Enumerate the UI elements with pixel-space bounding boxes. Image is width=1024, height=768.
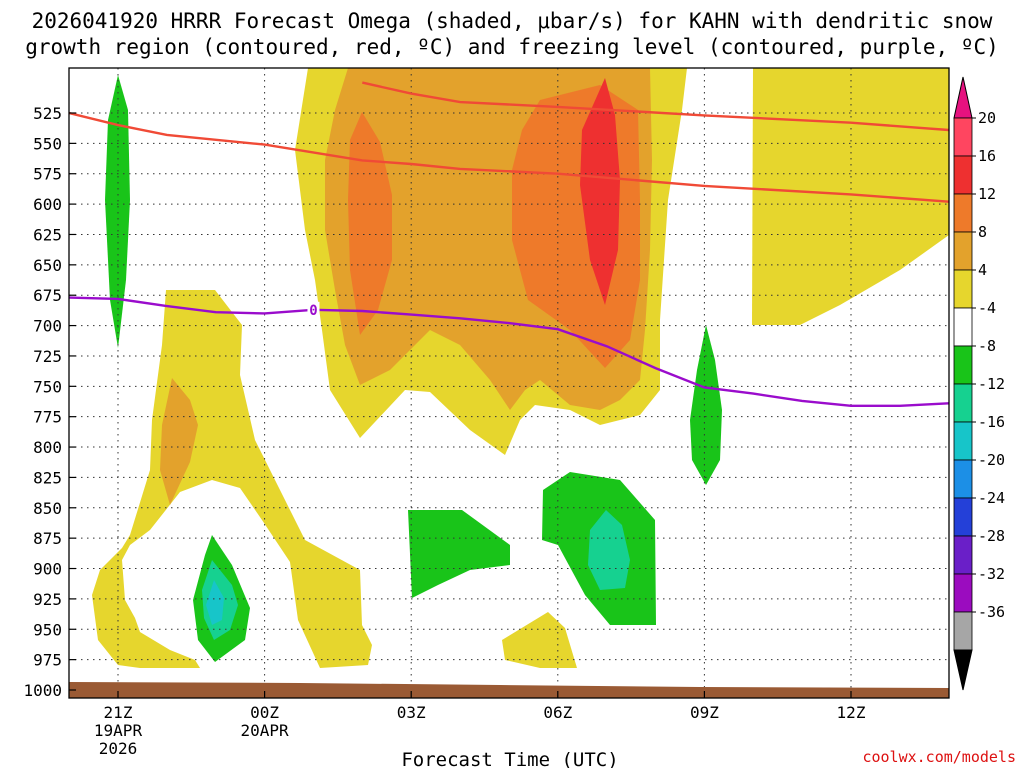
omega-region-positive-low — [92, 290, 372, 668]
x-tick-label: 12Z — [837, 703, 866, 722]
colorbar-swatch — [953, 383, 973, 423]
y-tick-label: 700 — [33, 317, 62, 336]
y-tick-label: 725 — [33, 347, 62, 366]
x-tick-label: 00Z — [250, 703, 279, 722]
y-axis: 525 550 575 600 625 650 675 700 725 750 775 800 825 8… — [23, 104, 76, 700]
colorbar-label: 4 — [978, 261, 987, 279]
colorbar: 20 16 12 8 4 -4 -8 -12 -16 -20 -24 -28 -32 -36 — [953, 76, 1005, 691]
omega-region-positive-max — [580, 78, 620, 305]
y-tick-label: 675 — [33, 286, 62, 305]
y-tick-label: 525 — [33, 104, 62, 123]
omega-region-positive-mid — [160, 378, 198, 505]
colorbar-label: 12 — [978, 185, 996, 203]
omega-region-negative-low — [408, 510, 510, 598]
chart-title-line1: 2026041920 HRRR Forecast Omega (shaded, … — [32, 9, 993, 33]
colorbar-swatch — [953, 345, 973, 385]
x-tick-label: 21Z — [104, 703, 133, 722]
chart-title-line2: growth region (contoured, red, ºC) and f… — [25, 35, 999, 59]
colorbar-swatch — [953, 307, 973, 347]
contour-lines: 0 — [69, 81, 949, 407]
y-tick-label: 625 — [33, 225, 62, 244]
x-tick-label: 03Z — [397, 703, 426, 722]
colorbar-swatch — [953, 535, 973, 575]
terrain-ground — [69, 682, 949, 698]
x-tick-label: 09Z — [690, 703, 719, 722]
colorbar-label: -24 — [978, 489, 1005, 507]
colorbar-swatch — [953, 231, 973, 271]
colorbar-label: -8 — [978, 337, 996, 355]
colorbar-swatch — [953, 421, 973, 461]
y-tick-label: 575 — [33, 165, 62, 184]
colorbar-upper-arrow — [953, 76, 973, 119]
colorbar-label: 20 — [978, 109, 996, 127]
colorbar-label: -32 — [978, 565, 1005, 583]
colorbar-lower-arrow — [953, 649, 973, 691]
y-tick-label: 950 — [33, 620, 62, 639]
colorbar-swatch — [953, 573, 973, 613]
plot-area: 0 — [69, 68, 949, 698]
x-axis-label: Forecast Time (UTC) — [401, 749, 618, 768]
colorbar-swatch — [953, 611, 973, 651]
colorbar-label: 16 — [978, 147, 996, 165]
colorbar-label: -20 — [978, 451, 1005, 469]
dendritic-contour-line — [69, 111, 949, 203]
y-tick-label: 800 — [33, 438, 62, 457]
colorbar-label: -28 — [978, 527, 1005, 545]
colorbar-swatch — [953, 269, 973, 309]
y-tick-label: 975 — [33, 651, 62, 670]
y-tick-label: 850 — [33, 499, 62, 518]
colorbar-swatch — [953, 193, 973, 233]
colorbar-swatch — [953, 497, 973, 537]
omega-region-negative-high — [206, 580, 224, 625]
colorbar-swatch — [953, 459, 973, 499]
x-tick-label: 19APR — [94, 721, 143, 740]
freezing-level-label: 0 — [309, 303, 317, 319]
colorbar-label: -12 — [978, 375, 1005, 393]
colorbar-label: -4 — [978, 299, 996, 317]
y-tick-label: 900 — [33, 560, 62, 579]
colorbar-label: -36 — [978, 603, 1005, 621]
y-tick-label: 550 — [33, 134, 62, 153]
credit-text: coolwx.com/models — [862, 748, 1016, 766]
y-tick-label: 750 — [33, 377, 62, 396]
freezing-label-background — [307, 301, 320, 317]
dendritic-contour-line — [362, 81, 949, 132]
colorbar-swatch — [953, 117, 973, 157]
omega-region-negative-low — [690, 325, 722, 485]
y-tick-label: 650 — [33, 256, 62, 275]
colorbar-swatch — [953, 155, 973, 195]
colorbar-label: 8 — [978, 223, 987, 241]
y-tick-label: 775 — [33, 408, 62, 427]
freezing-level-line — [69, 296, 949, 407]
y-tick-label: 925 — [33, 590, 62, 609]
gridlines — [69, 68, 949, 698]
x-tick-label: 20APR — [241, 721, 290, 740]
plot-frame — [68, 67, 950, 699]
colorbar-label: -16 — [978, 413, 1005, 431]
x-tick-label: 06Z — [543, 703, 572, 722]
y-tick-label: 600 — [33, 195, 62, 214]
omega-region-negative-mid — [588, 510, 630, 590]
y-tick-label: 875 — [33, 529, 62, 548]
omega-region-positive-high — [348, 112, 392, 335]
omega-region-positive-low — [752, 68, 949, 325]
x-tick-label: 2026 — [99, 739, 138, 758]
y-tick-label: 1000 — [23, 681, 62, 700]
y-tick-label: 825 — [33, 468, 62, 487]
